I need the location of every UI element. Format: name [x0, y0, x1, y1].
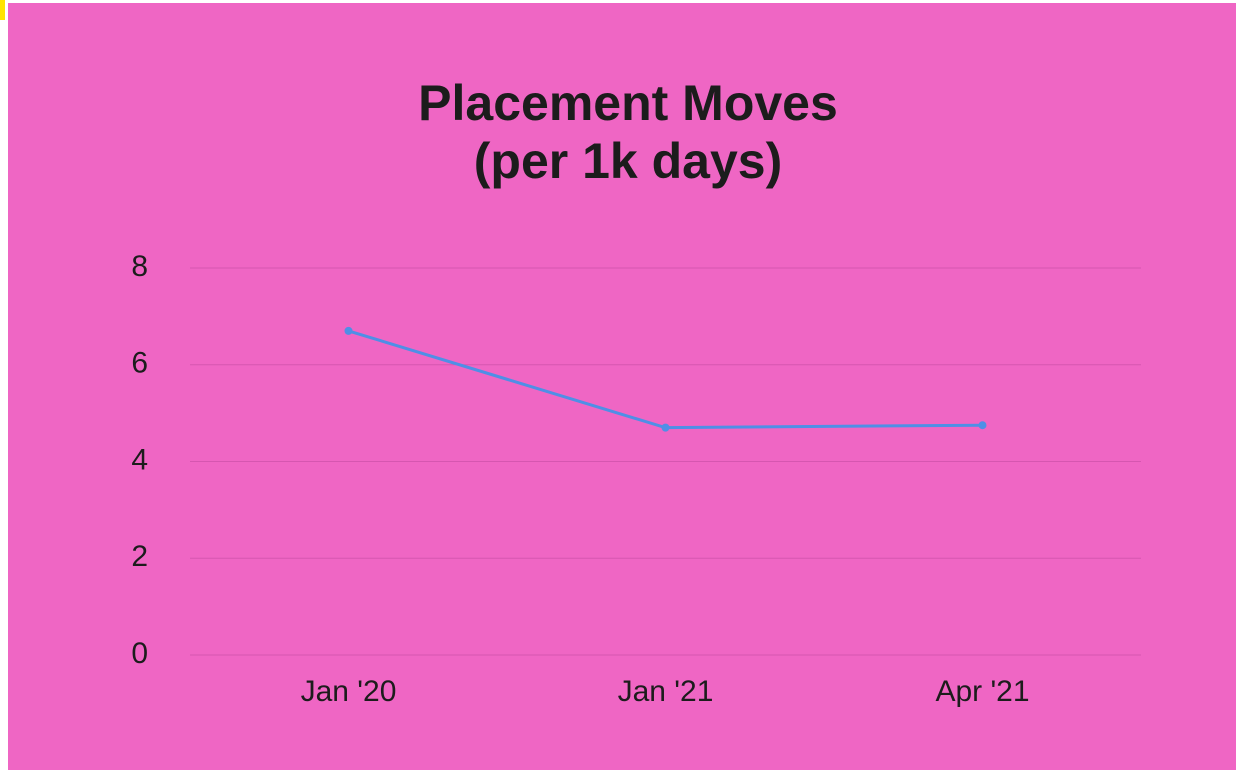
y-tick-label: 0: [131, 637, 148, 670]
y-tick-label: 8: [131, 250, 148, 283]
y-tick-label: 4: [131, 443, 148, 476]
y-tick-label: 2: [131, 540, 148, 573]
x-tick-label: Apr '21: [935, 675, 1029, 708]
point: [344, 326, 353, 335]
line: [348, 329, 983, 430]
chart-title: Placement Moves (per 1k days): [418, 75, 838, 189]
corner-marker: [0, 0, 5, 20]
x-tick-label: Jan '20: [301, 675, 397, 708]
y-tick-label: 6: [131, 347, 148, 380]
point: [978, 421, 987, 430]
point: [661, 423, 670, 432]
chart-background: [8, 3, 1236, 770]
x-tick-label: Jan '21: [618, 675, 714, 708]
